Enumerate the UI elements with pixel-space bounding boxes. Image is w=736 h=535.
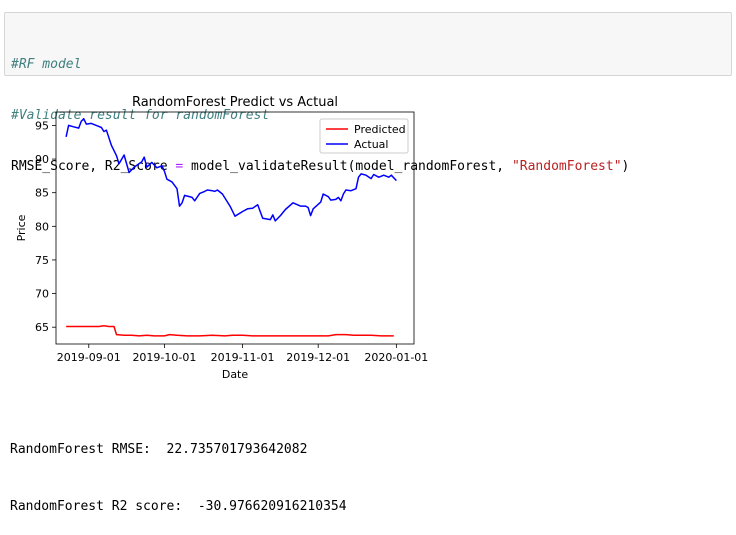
y-axis-label: Price <box>15 214 28 241</box>
series-layer <box>65 117 397 337</box>
y-tick-label: 95 <box>35 119 49 132</box>
code-comment-rf-model: #RF model <box>11 57 82 72</box>
legend-label-predicted: Predicted <box>354 123 406 136</box>
line-chart: RandomForest Predict vs Actual 65 70 75 80 8… <box>15 95 428 380</box>
code-function-name: model_validateResult <box>183 159 348 174</box>
code-statement: RMSE_Score, R2_Score = model_validateRes… <box>11 158 731 175</box>
x-tick-label: 2019-09-01 <box>57 351 121 364</box>
y-axis-ticks: 65 70 75 80 85 90 95 <box>35 119 56 334</box>
rmse-output-line: RandomForest RMSE: 22.735701793642082 <box>10 442 308 457</box>
code-arguments: model_randomForest, <box>355 159 512 174</box>
code-assign-operator: = <box>175 159 184 174</box>
y-tick-label: 65 <box>35 321 49 334</box>
cell-output: RandomForest RMSE: 22.735701793642082 Ra… <box>10 402 347 535</box>
x-tick-label: 2020-01-01 <box>364 351 428 364</box>
plot-frame <box>55 111 415 345</box>
legend-label-actual: Actual <box>354 138 388 151</box>
x-axis-ticks: 2019-09-01 2019-10-01 2019-11-01 2019-12-01… <box>57 344 428 364</box>
code-string-literal: "RandomForest" <box>511 159 622 174</box>
x-tick-label: 2019-12-01 <box>286 351 350 364</box>
series-line-predicted <box>66 325 394 337</box>
legend: Predicted Actual <box>319 118 409 154</box>
y-tick-label: 90 <box>35 153 49 166</box>
code-close-paren: ) <box>621 159 630 174</box>
code-open-paren: ( <box>347 159 356 174</box>
y-tick-label: 75 <box>35 254 49 267</box>
series-line-actual <box>65 117 397 222</box>
code-cell[interactable]: #RF model #Validate result for randomFor… <box>4 12 732 174</box>
x-tick-label: 2019-11-01 <box>211 351 275 364</box>
chart-title: RandomForest Predict vs Actual <box>132 95 338 110</box>
y-tick-label: 85 <box>35 187 49 200</box>
x-axis-label: Date <box>222 368 249 380</box>
y-tick-label: 80 <box>35 220 49 233</box>
y-tick-label: 70 <box>35 288 49 301</box>
r2-output-line: RandomForest R2 score: -30.9766209162103… <box>10 499 347 514</box>
x-tick-label: 2019-10-01 <box>132 351 196 364</box>
